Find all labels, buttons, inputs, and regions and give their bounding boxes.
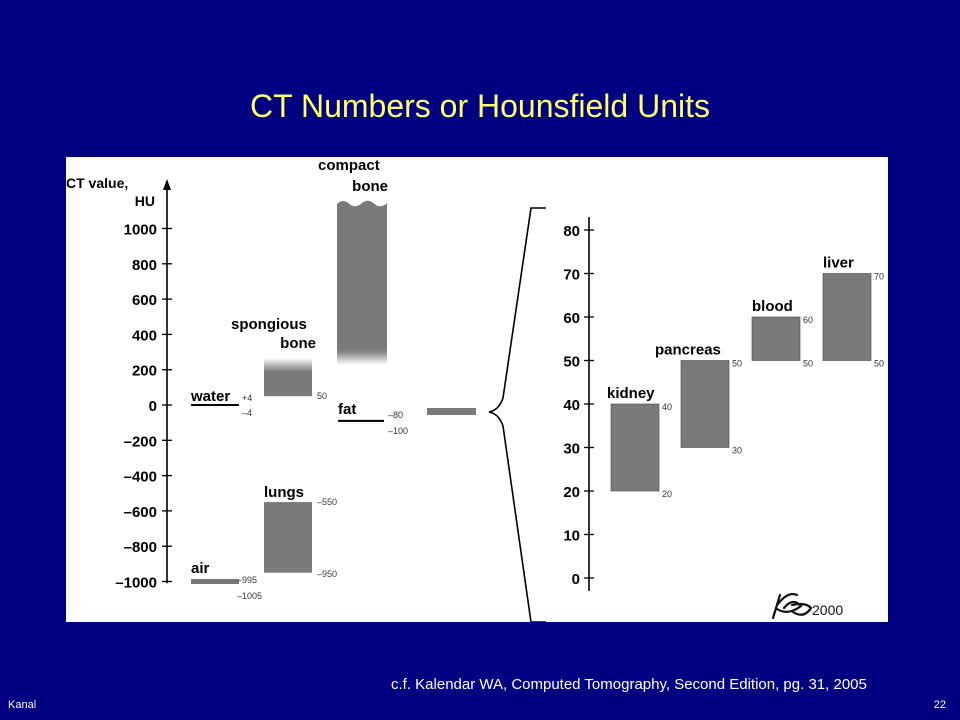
- right-tick-label: 40: [563, 397, 580, 414]
- high-value-label-pancreas: 50: [732, 359, 742, 369]
- zoom-bracket: [488, 207, 546, 622]
- bar-air: air –1005 –995: [191, 560, 262, 601]
- range-bar-air: [191, 579, 239, 584]
- low-value-label-pancreas: 30: [732, 446, 742, 456]
- left-tick-label: 200: [132, 363, 157, 380]
- bar-label-water: water: [190, 388, 230, 405]
- bar-spongious-bone: spongious bone 50: [231, 316, 327, 401]
- bar-label-fat: fat: [338, 401, 356, 418]
- bar-blood: blood 60 50: [751, 298, 813, 369]
- citation: c.f. Kalendar WA, Computed Tomography, S…: [391, 676, 867, 693]
- right-tick-label: 0: [572, 571, 580, 588]
- bar-fat: fat –100 –80: [338, 401, 408, 436]
- low-value-label-fat: –100: [388, 426, 408, 436]
- high-value-label-fat: –80: [388, 410, 403, 420]
- low-value-label-liver: 50: [874, 359, 884, 369]
- high-value-label-air: –995: [237, 575, 257, 585]
- zoom-connector: [427, 207, 546, 622]
- right-tick-label: 30: [563, 441, 580, 458]
- figure-panel: CT value, HU –1000 –800 –600 –400 –200 0 200 400 6…: [66, 157, 888, 622]
- range-bar-liver: [822, 273, 872, 361]
- low-value-label-water: –4: [242, 408, 252, 418]
- bar-label-blood: blood: [752, 298, 793, 315]
- left-axis-label: CT value,: [66, 175, 128, 191]
- right-tick-label: 60: [563, 310, 580, 327]
- hounsfield-chart: CT value,HU–1000–800–600–400–20002004006…: [66, 157, 884, 622]
- left-tick-label: 0: [149, 398, 157, 415]
- bar-pancreas: pancreas 50 30: [655, 342, 742, 456]
- bar-liver: liver 70 50: [822, 255, 884, 369]
- high-value-label-liver: 70: [874, 272, 884, 282]
- right-tick-label: 70: [563, 267, 580, 284]
- bar-label-spongious-bone: spongious: [231, 316, 307, 333]
- range-bar-water: [191, 404, 239, 406]
- left-tick-label: 800: [132, 257, 157, 274]
- bar-lungs: lungs –950 –550: [264, 484, 337, 579]
- bar-label-compact-bone: compact: [318, 157, 380, 174]
- range-bar-fat: [338, 419, 384, 422]
- page-number: 22: [933, 699, 946, 711]
- zoom-source-bar: [427, 408, 476, 415]
- range-bar-kidney: [610, 403, 660, 492]
- slide-title: CT Numbers or Hounsfield Units: [249, 88, 710, 124]
- bar-compact-bone: compact bone: [318, 157, 388, 365]
- left-tick-label: 400: [132, 327, 157, 344]
- range-bar-fade-compact-bone: [337, 350, 387, 365]
- right-chart: 0 10 20 30 40 50 60 70 80 kidney 40 20 pancreas 50 30 b…: [563, 216, 884, 592]
- left-y-axis-arrow: [163, 179, 171, 190]
- low-value-label-air: –1005: [237, 591, 262, 601]
- left-tick-label: –600: [124, 504, 157, 521]
- bar-label-kidney: kidney: [607, 385, 655, 402]
- signature-mark: [771, 592, 813, 620]
- right-tick-label: 80: [563, 223, 580, 240]
- range-bar-blood: [751, 316, 801, 361]
- high-value-label-blood: 60: [803, 315, 813, 325]
- left-tick-label: 600: [132, 292, 157, 309]
- low-value-label-spongious-bone: 50: [317, 391, 327, 401]
- high-value-label-water: +4: [242, 393, 252, 403]
- bar-kidney: kidney 40 20: [607, 385, 672, 499]
- left-axis-label-unit: HU: [135, 193, 155, 209]
- range-bar-spongious-bone: [264, 371, 312, 397]
- left-tick-label: 1000: [124, 222, 157, 239]
- range-bar-lungs: [264, 502, 312, 573]
- right-tick-label: 20: [563, 484, 580, 501]
- low-value-label-kidney: 20: [662, 489, 672, 499]
- bar-label-compact-bone-line2: bone: [352, 178, 388, 195]
- left-chart: CT value, HU –1000 –800 –600 –400 –200 0 200 400 6…: [66, 157, 408, 601]
- bar-label-air: air: [191, 560, 210, 577]
- signature: Ka 2000: [771, 592, 843, 620]
- high-value-label-lungs: –550: [317, 497, 337, 507]
- low-value-label-blood: 50: [803, 359, 813, 369]
- range-bar-pancreas: [680, 360, 730, 448]
- right-tick-label: 50: [563, 354, 580, 371]
- left-tick-label: –1000: [115, 575, 157, 592]
- high-value-label-kidney: 40: [662, 402, 672, 412]
- range-bar-fade-spongious-bone: [264, 357, 312, 372]
- range-bar-compact-bone: [337, 200, 387, 351]
- bar-label-spongious-bone-line2: bone: [280, 335, 316, 352]
- bar-label-pancreas: pancreas: [655, 342, 721, 359]
- left-tick-label: –800: [124, 539, 157, 556]
- footer-author: Kanal: [8, 699, 37, 711]
- signature-year: 2000: [812, 602, 843, 618]
- right-tick-label: 10: [563, 528, 580, 545]
- bar-label-liver: liver: [823, 255, 854, 272]
- bar-water: water –4 +4: [190, 388, 252, 418]
- low-value-label-lungs: –950: [317, 569, 337, 579]
- bar-label-lungs: lungs: [264, 484, 304, 501]
- left-tick-label: –400: [124, 469, 157, 486]
- left-tick-label: –200: [124, 433, 157, 450]
